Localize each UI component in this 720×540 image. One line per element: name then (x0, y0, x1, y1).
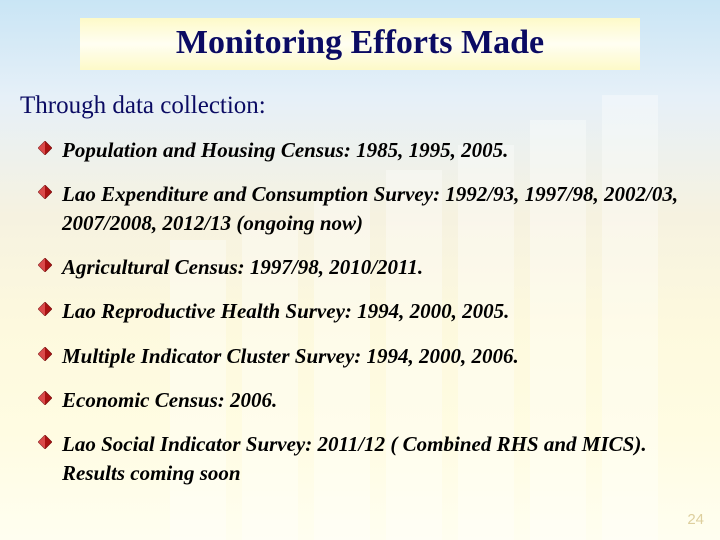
list-item: Lao Social Indicator Survey: 2011/12 ( C… (62, 430, 682, 487)
diamond-bullet-icon (38, 141, 52, 155)
list-item-text: Lao Reproductive Health Survey: 1994, 20… (62, 299, 509, 323)
title-band: Monitoring Efforts Made (80, 18, 640, 70)
slide-title: Monitoring Efforts Made (80, 24, 640, 62)
list-item-text: Lao Social Indicator Survey: 2011/12 ( C… (62, 432, 647, 484)
page-number: 24 (687, 511, 704, 528)
list-item: Lao Expenditure and Consumption Survey: … (62, 180, 682, 237)
list-item-text: Lao Expenditure and Consumption Survey: … (62, 182, 678, 234)
list-item: Lao Reproductive Health Survey: 1994, 20… (62, 297, 682, 325)
diamond-bullet-icon (38, 435, 52, 449)
diamond-bullet-icon (38, 258, 52, 272)
list-item: Agricultural Census: 1997/98, 2010/2011. (62, 253, 682, 281)
list-item-text: Agricultural Census: 1997/98, 2010/2011. (62, 255, 423, 279)
diamond-bullet-icon (38, 185, 52, 199)
list-item: Population and Housing Census: 1985, 199… (62, 136, 682, 164)
diamond-bullet-icon (38, 347, 52, 361)
list-item-text: Economic Census: 2006. (62, 388, 277, 412)
list-item-text: Multiple Indicator Cluster Survey: 1994,… (62, 344, 519, 368)
slide-content: Monitoring Efforts Made Through data col… (0, 0, 720, 487)
list-item: Multiple Indicator Cluster Survey: 1994,… (62, 342, 682, 370)
diamond-bullet-icon (38, 391, 52, 405)
bullet-list: Population and Housing Census: 1985, 199… (18, 136, 702, 487)
diamond-bullet-icon (38, 302, 52, 316)
list-item: Economic Census: 2006. (62, 386, 682, 414)
list-item-text: Population and Housing Census: 1985, 199… (62, 138, 508, 162)
slide-subtitle: Through data collection: (20, 92, 702, 120)
